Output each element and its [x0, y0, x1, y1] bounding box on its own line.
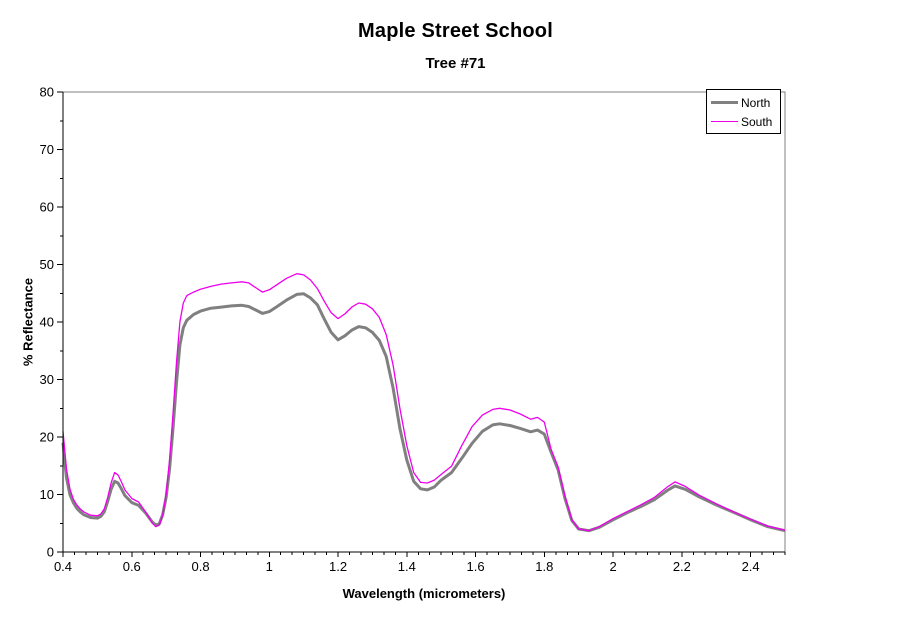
y-tick-label: 60: [40, 200, 54, 215]
y-tick-label: 20: [40, 430, 54, 445]
x-tick-label: 0.8: [191, 559, 209, 574]
x-tick-label: 1.4: [398, 559, 416, 574]
y-tick-label: 10: [40, 487, 54, 502]
x-tick-label: 2: [609, 559, 616, 574]
legend-item-south: South: [711, 112, 780, 131]
y-tick-label: 40: [40, 315, 54, 330]
legend-item-north: North: [711, 93, 780, 112]
x-tick-label: 0.6: [123, 559, 141, 574]
y-tick-label: 80: [40, 85, 54, 100]
x-tick-label: 2.2: [673, 559, 691, 574]
y-major-ticks: 0 10 20 30 40 50 60 70 80: [40, 85, 63, 560]
chart-title: Maple Street School: [358, 20, 553, 42]
y-tick-label: 30: [40, 372, 54, 387]
chart-subtitle: Tree #71: [425, 55, 486, 72]
y-tick-label: 0: [47, 545, 54, 560]
x-major-ticks: 0.4 0.6 0.8 1 1.2 1.4 1.6 1.8 2 2.2 2.4: [54, 552, 760, 574]
y-axis-title: % Reflectance: [20, 277, 36, 367]
north-line-swatch: [711, 101, 738, 104]
x-axis-title: Wavelength (micrometers): [342, 586, 506, 601]
north-series-line: [61, 292, 786, 533]
legend-label-south: South: [741, 114, 773, 129]
x-tick-label: 1.6: [467, 559, 485, 574]
x-tick-label: 1.8: [535, 559, 553, 574]
x-tick-label: 1.2: [329, 559, 347, 574]
south-line-swatch: [711, 120, 738, 123]
y-tick-label: 70: [40, 142, 54, 157]
south-series-line: [62, 273, 786, 532]
plot-border: [63, 91, 786, 552]
x-tick-label: 2.4: [742, 559, 760, 574]
y-tick-label: 50: [40, 257, 54, 272]
x-tick-label: 1: [266, 559, 273, 574]
legend-label-north: North: [741, 95, 771, 110]
legend: North South: [706, 89, 781, 134]
x-tick-label: 0.4: [54, 559, 72, 574]
